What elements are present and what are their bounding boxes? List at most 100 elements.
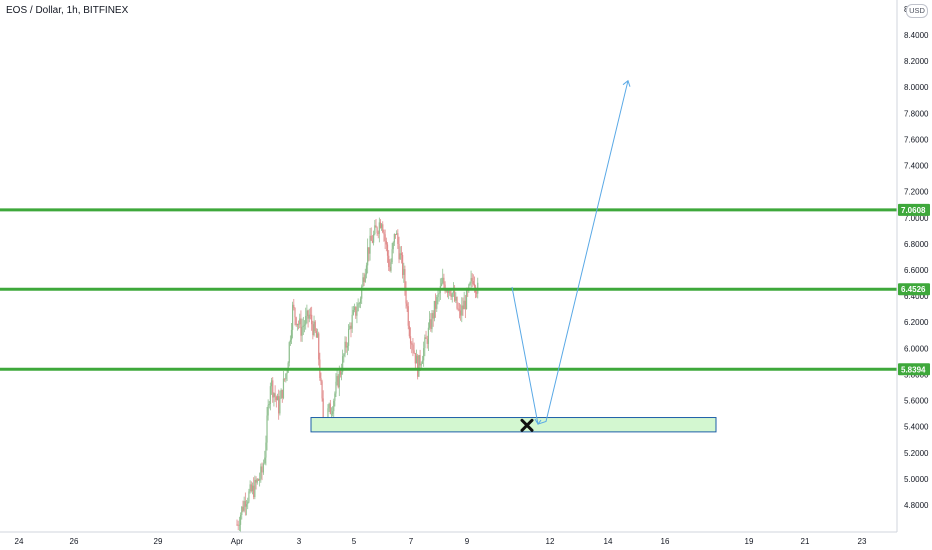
candle-body [343,354,345,357]
x-tick-label: 26 [70,537,79,546]
price-tag-label: 7.0608 [901,206,926,215]
candle-body [338,371,340,388]
candle-body [373,234,375,243]
candle-body [306,310,308,317]
candle-body [275,396,277,401]
candle-body [350,325,352,329]
candle-body [305,316,307,325]
candle-body [359,298,362,304]
candle-body [418,355,420,377]
arrowhead-top [622,79,631,87]
candle-body [415,355,418,364]
candle-body [347,328,350,346]
candle-body [254,479,256,498]
candle-body [251,485,254,492]
x-tick-label: 29 [154,537,163,546]
x-tick-label: 23 [858,537,867,546]
candle-body [443,277,445,285]
candle-body [394,233,397,235]
candle-body [409,336,412,344]
y-tick-label: 6.2000 [904,318,929,327]
candle-body [292,304,294,330]
price-tag-label: 6.4526 [901,285,926,294]
plot-area[interactable] [0,79,897,532]
candle-body [472,280,474,284]
candle-body [450,294,452,297]
y-tick-label: 7.4000 [904,162,929,171]
candle-body [457,308,459,310]
candle-body [345,341,347,348]
candle-body [318,333,320,360]
candle-body [367,247,369,266]
candle-body [370,235,372,241]
y-tick-label: 6.8000 [904,240,929,249]
candle-body [403,269,405,275]
candle-body [303,324,306,326]
target-zone-group[interactable] [310,417,717,433]
price-axis[interactable]: 8.4000 8.2000 8.0000 7.8000 7.6000 7.4000 7.20… [904,5,929,510]
candle-body [386,244,389,256]
currency-button[interactable]: USD [906,4,928,18]
candle-body [286,372,288,374]
price-tags-group: 7.0608 6.4526 5.8394 [898,203,930,376]
candle-body [299,318,301,325]
price-tag [898,283,930,296]
candle-body [315,331,318,338]
candle-body [243,501,245,511]
candle-body [259,478,261,481]
candle-body [408,325,410,337]
x-tick-label: 21 [801,537,810,546]
candle-body [380,224,383,228]
candle-body [285,373,287,380]
price-tag [898,203,930,216]
candle-body [239,515,242,525]
candle-body [388,255,390,268]
invalidation-mark-group[interactable] [520,418,534,432]
candle-body [407,306,409,326]
y-tick-label: 5.0000 [904,475,929,484]
candle-body [344,341,346,355]
candle-body [279,398,281,414]
candle-body [312,324,314,336]
candle-body [419,355,421,366]
candle-body [333,400,335,412]
candle-body [238,524,240,526]
candle-body [451,293,453,297]
candle-body [414,353,416,364]
candle-body [385,240,387,245]
y-tick-label: 6.4000 [904,292,929,301]
candle-body [332,411,334,414]
candle-body [456,297,458,309]
arrowhead-dip [534,418,542,425]
target-zone-rectangle [310,417,717,433]
candle-body [361,286,363,299]
candle-body [362,277,364,287]
candle-body [355,306,357,316]
candles-group [236,217,479,532]
projection-arrow-group[interactable] [511,79,631,425]
candle-body [379,222,382,228]
candle-body [446,290,449,293]
candle-body [371,240,374,243]
candle-body [288,342,290,363]
candle-body [471,278,473,281]
candle-body [264,457,266,464]
candle-body [357,303,359,312]
candle-body [369,235,371,254]
candle-body [377,232,379,234]
candle-body [382,224,384,233]
candle-body [454,290,456,301]
y-tick-label: 7.8000 [904,109,929,118]
candle-body [452,290,455,294]
y-tick-label: 5.6000 [904,397,929,406]
candle-body [273,393,275,398]
candle-body [465,290,468,310]
time-axis[interactable]: 24 26 29 Apr 3 5 7 9 12 14 16 19 21 23 [15,537,867,546]
candle-body [358,303,360,305]
candle-body [270,380,273,387]
candle-body [433,300,435,319]
candle-body [311,314,313,325]
candle-body [376,227,378,233]
candle-body [295,317,297,326]
